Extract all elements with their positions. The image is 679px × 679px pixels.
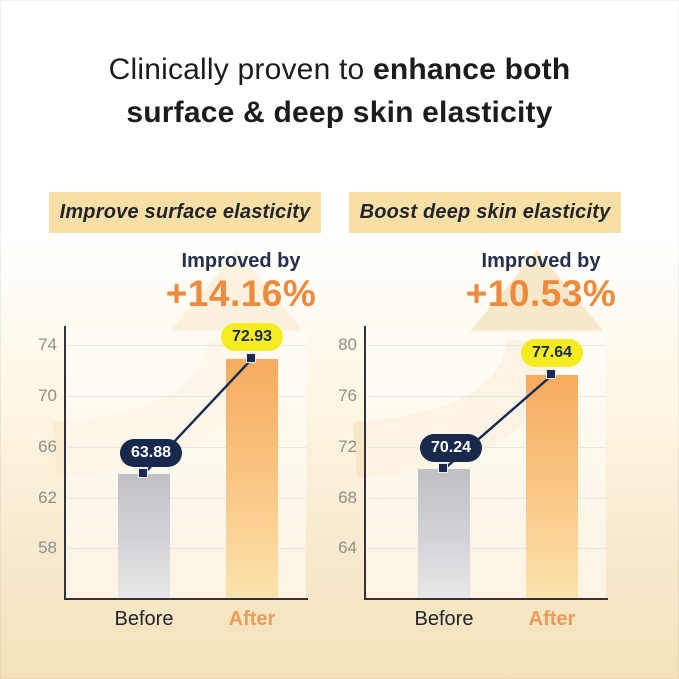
bar-before	[418, 469, 470, 598]
gridline	[367, 497, 606, 499]
gridline	[67, 548, 306, 550]
y-tick-label: 72	[338, 436, 357, 456]
bar-after	[226, 358, 278, 598]
gridlines	[30, 292, 340, 652]
y-axis-line	[364, 326, 366, 600]
title-regular: Clinically proven to	[108, 53, 373, 86]
bar-after	[526, 375, 578, 598]
y-tick-label: 62	[38, 487, 57, 507]
gridline	[67, 396, 306, 398]
improvement-percentage: +14.16%	[165, 273, 317, 314]
deep-elasticity-panel: Boost deep skin elasticity Improved by +…	[330, 192, 640, 652]
data-point-marker	[546, 369, 556, 380]
y-tick-label: 68	[338, 487, 357, 507]
category-label-after: After	[228, 608, 276, 630]
after-value-pill: 72.93	[220, 322, 284, 351]
y-tick-label: 76	[338, 386, 357, 406]
gridline	[67, 345, 306, 347]
title-bold-1: enhance both	[372, 53, 571, 86]
y-tick-label: 64	[338, 538, 357, 558]
data-point-marker	[438, 463, 448, 474]
page-title: Clinically proven to enhance both surfac…	[0, 48, 679, 134]
category-label-before: Before	[114, 608, 174, 630]
gridline	[67, 446, 306, 448]
surface-elasticity-panel: Improve surface elasticity Improved by +…	[30, 192, 340, 652]
improvement-percentage: +10.53%	[465, 273, 617, 314]
y-axis-ticks: 64 68 72 76 80	[330, 292, 640, 652]
bar-before	[118, 473, 170, 598]
after-value-pill: 77.64	[520, 339, 584, 368]
gridlines	[330, 292, 640, 652]
gridline	[367, 446, 606, 448]
before-value-pill: 70.24	[419, 434, 483, 463]
y-tick-label: 70	[38, 386, 57, 406]
gridline	[367, 345, 606, 347]
bar-chart: 58 62 66 70 74 63.88 72.93 Before After	[30, 292, 340, 652]
y-axis-line	[64, 326, 66, 600]
y-axis-ticks: 58 62 66 70 74	[30, 292, 340, 652]
category-label-before: Before	[414, 608, 474, 630]
gridline	[367, 396, 606, 398]
gridline	[367, 548, 606, 550]
y-tick-label: 58	[38, 538, 57, 558]
y-tick-label: 74	[38, 335, 57, 355]
x-axis-line	[64, 598, 308, 600]
x-axis-line	[364, 598, 608, 600]
improvement-callout: Improved by +14.16%	[116, 249, 366, 315]
improvement-callout: Improved by +10.53%	[416, 249, 666, 315]
improved-by-label: Improved by	[481, 250, 601, 272]
gridline	[67, 497, 306, 499]
y-tick-label: 66	[38, 436, 57, 456]
panel-badge: Improve surface elasticity	[49, 192, 321, 233]
data-point-marker	[246, 352, 256, 363]
bar-chart: 64 68 72 76 80 70.24 77.64 Before After	[330, 292, 640, 652]
data-point-marker	[138, 467, 148, 478]
panel-badge: Boost deep skin elasticity	[349, 192, 621, 233]
before-value-pill: 63.88	[119, 438, 183, 467]
improved-by-label: Improved by	[181, 250, 301, 272]
category-label-after: After	[528, 608, 576, 630]
y-tick-label: 80	[338, 335, 357, 355]
title-bold-2: surface & deep skin elasticity	[126, 96, 553, 129]
